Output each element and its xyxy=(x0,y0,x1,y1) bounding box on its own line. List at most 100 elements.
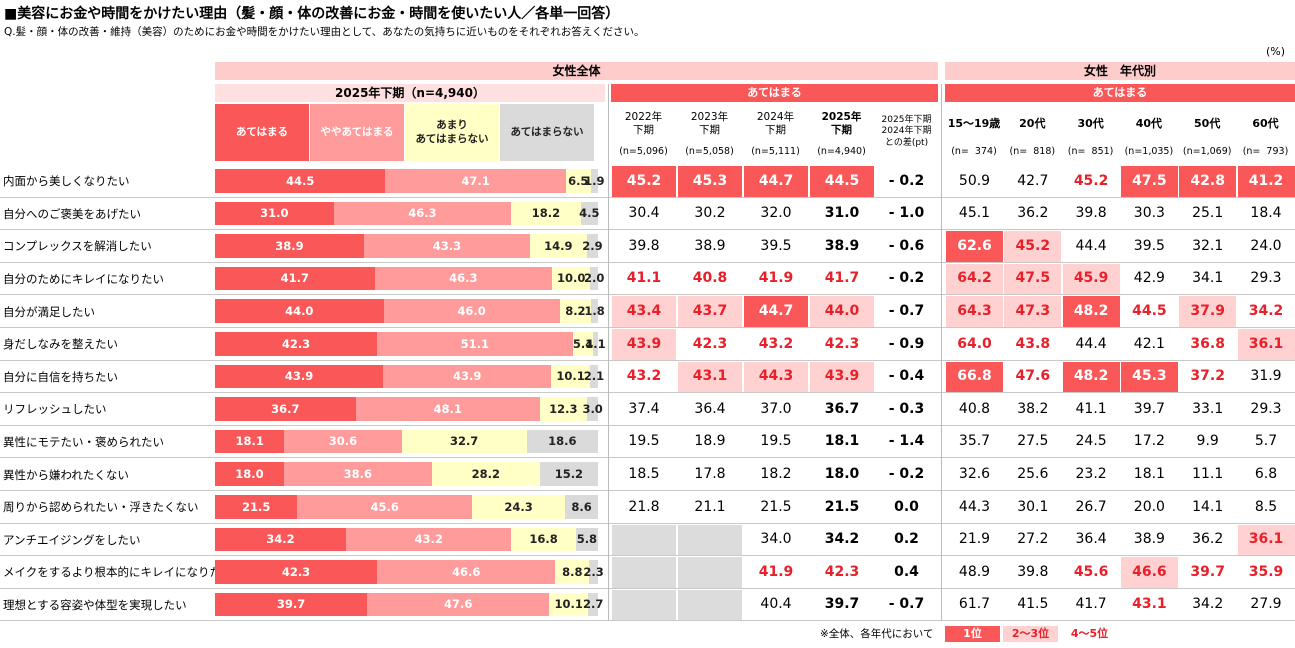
bar-label: 34.2 xyxy=(266,532,295,547)
bar-label: 46.3 xyxy=(408,206,437,221)
bar-segment xyxy=(559,299,592,323)
table-cell: 18.1 xyxy=(1133,465,1165,482)
row-label: 自分へのご褒美をあげたい xyxy=(3,206,141,221)
table-cell: 8.5 xyxy=(1254,498,1278,515)
bar-label: 43.9 xyxy=(453,369,482,384)
bar-label: 1.9 xyxy=(584,173,605,188)
row-label: 理想とする容姿や体型を実現したい xyxy=(3,598,187,613)
table-cell: 43.2 xyxy=(626,368,662,385)
table-cell: 36.2 xyxy=(1192,531,1224,548)
bar-label: 2.0 xyxy=(583,271,605,286)
table-cell: 41.1 xyxy=(1075,400,1107,417)
table-cell: 39.7 xyxy=(1190,563,1225,580)
table-cell: 17.2 xyxy=(1133,433,1165,450)
table-cell: 21.9 xyxy=(958,531,991,548)
empty-cell xyxy=(612,524,676,556)
diff-cell: - 0.2 xyxy=(888,465,925,482)
bar-label: 4.5 xyxy=(579,206,600,221)
bar-segment xyxy=(471,495,566,519)
bar-segment xyxy=(401,429,527,454)
table-title: 女性 年代別 xyxy=(945,62,1295,80)
table-cell: 62.6 xyxy=(946,231,1003,262)
diff-cell: - 1.0 xyxy=(888,205,925,222)
bar-segment xyxy=(572,332,594,356)
table-cell: 44.5 xyxy=(810,166,874,197)
table-header: あてはまる xyxy=(611,84,938,102)
column-n: (n= 851) xyxy=(1067,146,1114,158)
table-cell: 21.8 xyxy=(628,498,660,515)
bar-label: 30.6 xyxy=(328,434,358,449)
table-cell: 36.4 xyxy=(694,400,726,417)
bar-label: 28.2 xyxy=(471,467,500,481)
bar-segment xyxy=(589,364,598,389)
table-cell: 34.0 xyxy=(760,531,792,548)
table-cell: 41.9 xyxy=(758,563,794,580)
table-cell: 43.1 xyxy=(678,361,742,393)
bar-segment xyxy=(565,169,591,193)
bar-segment xyxy=(588,592,599,617)
bar-label: 45.6 xyxy=(370,499,399,514)
column-header: 20代 xyxy=(1019,117,1046,131)
bar-label: 6.5 xyxy=(568,173,589,188)
bar-label: 2.1 xyxy=(583,369,605,384)
bar-segment xyxy=(529,234,587,258)
bar-segment xyxy=(555,560,590,584)
table-cell: 50.9 xyxy=(958,172,991,189)
bar-label: 44.5 xyxy=(286,173,315,188)
table-cell: 43.8 xyxy=(1015,335,1051,352)
table-cell: 36.4 xyxy=(1075,531,1107,548)
bar-label: 32.7 xyxy=(449,434,479,449)
table-cell: 47.5 xyxy=(1120,166,1178,197)
bar-label: 46.0 xyxy=(457,304,486,318)
diff-cell: - 0.7 xyxy=(888,302,925,319)
column-header: 50代 xyxy=(1194,117,1221,131)
bar-label: 43.9 xyxy=(284,369,314,384)
bar-segment xyxy=(215,592,368,617)
table-cell: 45.9 xyxy=(1062,263,1120,295)
empty-cell xyxy=(678,589,742,621)
table-cell: 44.7 xyxy=(744,296,808,327)
bar-label: 18.1 xyxy=(235,434,264,449)
bar-label: 46.3 xyxy=(449,271,478,286)
table-cell: 35.7 xyxy=(958,433,991,450)
diff-cell: - 0.2 xyxy=(888,172,925,189)
diff-cell: 0.2 xyxy=(894,531,919,548)
row-divider xyxy=(0,327,1295,328)
column-header: 2024年 下期 xyxy=(756,110,795,136)
bar-segment xyxy=(511,201,581,226)
table-cell: 34.2 xyxy=(1248,302,1284,319)
row-label: 異性にモテたい・褒められたい xyxy=(3,435,164,450)
table-cell: 21.5 xyxy=(824,498,860,515)
table-cell: 30.4 xyxy=(628,205,660,222)
bar-label: 24.3 xyxy=(504,499,533,514)
column-n: (n=4,940) xyxy=(817,146,866,158)
bar-segment xyxy=(586,397,599,421)
bar-segment xyxy=(215,266,375,291)
table-cell: 23.2 xyxy=(1075,465,1107,482)
table-cell: 36.1 xyxy=(1237,524,1295,556)
table-cell: 40.8 xyxy=(692,270,728,287)
table-cell: 36.1 xyxy=(1237,329,1295,360)
bar-label: 36.7 xyxy=(271,401,300,416)
diff-header: 2025年下期 2024年下期 との差(pt) xyxy=(881,115,932,148)
table-cell: 31.9 xyxy=(1250,368,1282,385)
table-cell: 38.2 xyxy=(1017,400,1049,417)
column-header: 30代 xyxy=(1077,117,1104,131)
table-cell: 20.0 xyxy=(1133,498,1165,515)
table-cell: 39.5 xyxy=(760,237,792,254)
table-cell: 42.1 xyxy=(1133,335,1165,352)
bar-label: 43.3 xyxy=(432,238,462,253)
table-cell: 42.9 xyxy=(1133,270,1165,287)
diff-cell: - 0.4 xyxy=(888,368,925,385)
table-cell: 6.8 xyxy=(1254,465,1278,482)
bar-label: 38.6 xyxy=(343,467,373,481)
bar-label: 1.8 xyxy=(584,304,605,318)
bar-segment xyxy=(363,234,530,258)
bar-segment xyxy=(297,495,472,519)
table-cell: 47.5 xyxy=(1004,263,1062,295)
row-label: 身だしなみを整えたい xyxy=(3,337,118,352)
bar-segment xyxy=(539,397,587,421)
bar-label: 47.1 xyxy=(461,173,490,188)
bar-label: 5.8 xyxy=(576,532,598,547)
table-cell: 37.2 xyxy=(1190,368,1225,385)
